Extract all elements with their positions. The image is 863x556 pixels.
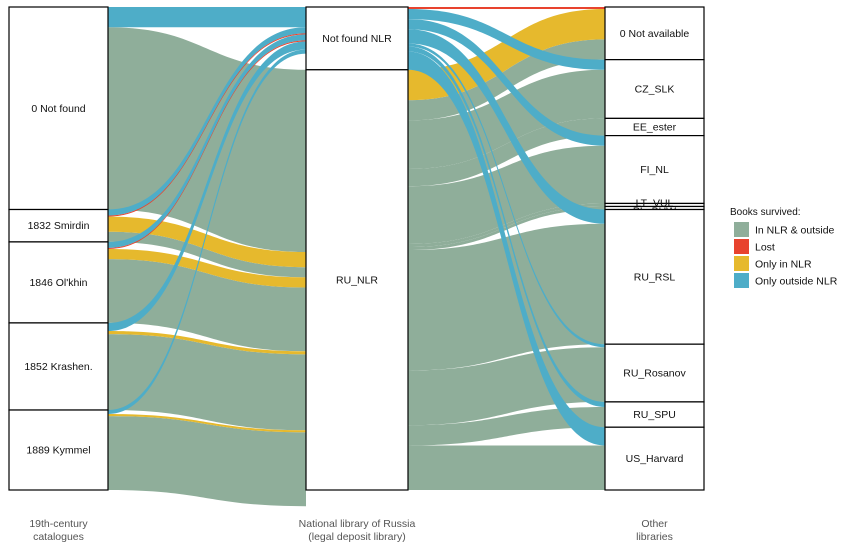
flow-s1-krashen-ru_nlr-nlr_only — [108, 331, 306, 355]
axis-label-other-0: Other — [641, 518, 668, 530]
node-label-fi: FI_NL — [640, 164, 669, 176]
node-not_found — [8, 6, 109, 211]
node-ru_rsl — [604, 208, 705, 345]
flow-s1-olkhin-ru_nlr-both — [108, 259, 306, 352]
node-label-us: US_Harvard — [626, 453, 684, 465]
flow-s2-nf_nlr-ru_spu-outside — [408, 46, 605, 407]
legend-label-outside: Only outside NLR — [755, 276, 838, 288]
node-krashen — [8, 322, 109, 411]
legend-swatch-lost — [734, 239, 749, 254]
legend-swatch-nlr_only — [734, 256, 749, 271]
flow-s1-olkhin-ru_nlr-nlr_only — [108, 249, 306, 288]
node-label-ru_spu: RU_SPU — [633, 409, 676, 421]
node-label-smirdin: 1832 Smirdin — [28, 220, 90, 232]
node-us — [604, 426, 705, 491]
axis-label-nlr-1: (legal deposit library) — [308, 531, 405, 543]
flows-layer — [108, 7, 605, 507]
axis-label-source-1: catalogues — [33, 531, 84, 543]
flow-s1-kymmel-nf_nlr-outside — [108, 49, 306, 415]
flow-s2-nf_nlr-fi-outside — [408, 19, 605, 146]
node-label-ru_nlr: RU_NLR — [336, 274, 378, 286]
node-ru_nlr — [305, 69, 409, 491]
node-label-ru_rsl: RU_RSL — [634, 271, 676, 283]
flow-s2-nf_nlr-cz-outside — [408, 9, 605, 70]
legend-label-both: In NLR & outside — [755, 225, 835, 237]
legend-label-lost: Lost — [755, 242, 775, 254]
node-kymmel — [8, 409, 109, 491]
axis-label-other-1: libraries — [636, 531, 673, 543]
flow-s2-ru_nlr-ru_rsl-both — [408, 223, 605, 371]
flow-s2-ru_nlr-us-both — [408, 445, 605, 490]
legend-swatch-outside — [734, 273, 749, 288]
flow-s1-smirdin-nf_nlr-outside — [108, 27, 306, 216]
node-na — [604, 6, 705, 61]
flow-s1-olkhin-nf_nlr-outside — [108, 34, 306, 248]
node-label-na: 0 Not available — [620, 28, 690, 40]
node-label-ee: EE_ester — [633, 121, 677, 133]
node-label-nf_nlr: Not found NLR — [322, 33, 392, 45]
flow-s1-krashen-ru_nlr-both — [108, 334, 306, 431]
legend-swatch-both — [734, 222, 749, 237]
nodes-layer: 0 Not found 1832 Smirdin 1846 Ol'khin 1852 … — [8, 6, 705, 491]
node-label-krashen: 1852 Krashen. — [24, 361, 92, 373]
node-ru_spu — [604, 401, 705, 428]
node-label-ru_ros: RU_Rosanov — [623, 368, 686, 380]
axis-label-source-0: 19th-century — [29, 518, 88, 530]
flow-s1-not_found-nf_nlr-outside — [108, 7, 306, 28]
flow-s2-nf_nlr-us-outside — [408, 51, 605, 446]
node-cz — [604, 59, 705, 119]
node-label-cz: CZ_SLK — [635, 84, 675, 96]
flow-s2-nf_nlr-na-lost — [408, 7, 605, 10]
flow-s1-krashen-nf_nlr-outside — [108, 41, 306, 332]
legend-label-nlr_only: Only in NLR — [755, 259, 812, 271]
flow-s2-nf_nlr-ru_ros-outside — [408, 43, 605, 348]
flow-s2-ru_nlr-ee-both — [408, 118, 605, 187]
legend: Books survived: In NLR & outside Lost Only… — [730, 207, 838, 288]
node-ru_ros — [604, 343, 705, 403]
axis-label-nlr-0: National library of Russia — [299, 518, 416, 530]
node-label-not_found: 0 Not found — [31, 103, 85, 115]
flow-s1-smirdin-ru_nlr-nlr_only — [108, 216, 306, 268]
node-fi — [604, 134, 705, 205]
flow-s2-ru_nlr-ru_spu-both — [408, 406, 605, 446]
node-nf_nlr — [305, 6, 409, 71]
legend-title: Books survived: — [730, 207, 801, 218]
flow-s1-smirdin-nf_nlr-lost — [108, 33, 306, 217]
flow-s1-olkhin-nf_nlr-lost — [108, 40, 306, 250]
flow-s1-kymmel-ru_nlr-both — [108, 416, 306, 507]
flow-s1-smirdin-ru_nlr-both — [108, 231, 306, 278]
node-label-olkhin: 1846 Ol'khin — [29, 277, 87, 289]
node-label-kymmel: 1889 Kymmel — [26, 445, 90, 457]
flow-s2-nf_nlr-ru_rsl-outside — [408, 29, 605, 224]
flow-s1-kymmel-ru_nlr-nlr_only — [108, 414, 306, 433]
